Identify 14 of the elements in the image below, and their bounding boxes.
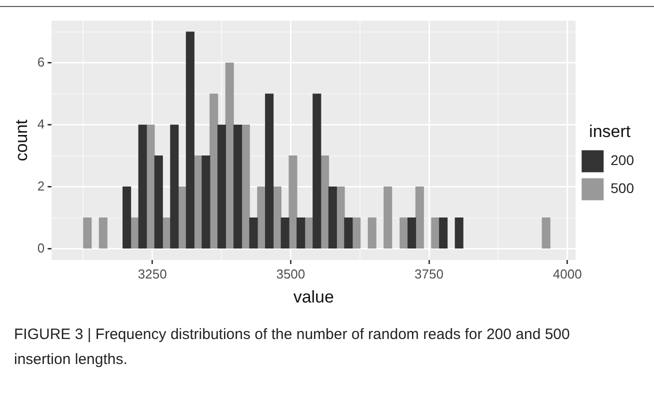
caption: FIGURE 3 | Frequency distributions of the number of random reads for 200 and 500 insertion lengths. (14, 325, 571, 370)
legend-title: insert (589, 122, 631, 141)
y-tick-label: 0 (37, 240, 45, 256)
legend-label: 500 (610, 180, 634, 196)
x-tick-label: 3500 (276, 266, 306, 282)
y-tick-label: 6 (37, 54, 45, 70)
x-axis-title: value (293, 287, 334, 306)
x-tick-label: 3750 (414, 266, 444, 282)
legend-label: 200 (610, 152, 634, 168)
y-tick-label: 2 (37, 178, 45, 194)
y-axis-title: count (12, 119, 31, 162)
x-tick-label: 3250 (138, 266, 167, 282)
y-tick-label: 4 (37, 116, 45, 132)
x-tick-label: 4000 (552, 266, 582, 282)
